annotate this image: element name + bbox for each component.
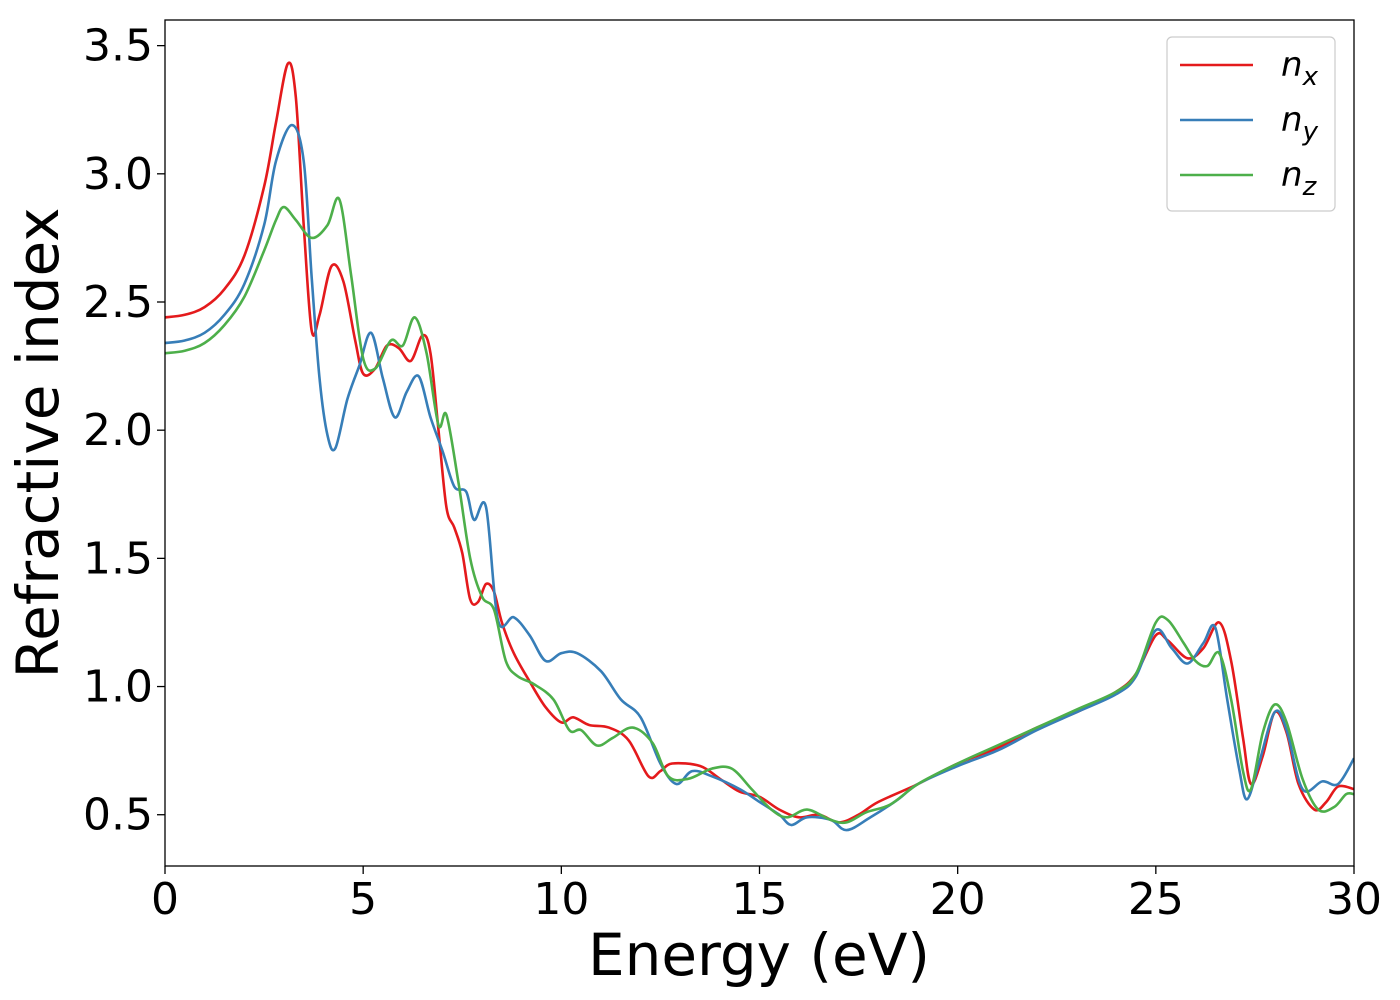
series-line-ny: [165, 123, 1354, 832]
y-tick-label: 2.5: [83, 277, 153, 328]
ticks-layer: 0 5 10 15 20 25 30 0.5 1.0 1.5 2.0 2.5 3.0 3.5: [83, 21, 1382, 925]
y-tick-label: 2.0: [83, 405, 153, 456]
legend-label-base: n: [1281, 45, 1303, 85]
y-axis-title: Refractive index: [4, 207, 72, 678]
legend-label-subscript: x: [1302, 62, 1319, 92]
x-tick-label: 20: [930, 874, 986, 925]
plot-background: [165, 20, 1354, 866]
y-tick-label: 3.0: [83, 149, 153, 200]
y-tick-label: 3.5: [83, 21, 153, 72]
legend-label-nz: nz: [1281, 155, 1318, 202]
x-tick-label: 25: [1128, 874, 1184, 925]
legend-label-base: n: [1281, 100, 1303, 140]
legend-label-base: n: [1281, 155, 1303, 195]
x-tick-label: 15: [732, 874, 788, 925]
legend-box: [1166, 36, 1336, 212]
x-axis-title: Energy (eV): [588, 921, 930, 989]
y-tick-label: 1.5: [83, 533, 153, 584]
legend-label-ny: ny: [1281, 100, 1319, 147]
x-tick-label: 5: [349, 874, 377, 925]
x-tick-label: 0: [151, 874, 179, 925]
x-tick-label: 10: [533, 874, 589, 925]
series-line-nz: [165, 196, 1354, 825]
legend-label-subscript: z: [1302, 172, 1318, 202]
series-layer: [165, 61, 1354, 832]
legend-label-nx: nx: [1281, 45, 1319, 92]
y-tick-label: 1.0: [83, 662, 153, 713]
x-tick-label: 30: [1326, 874, 1382, 925]
legend-label-subscript: y: [1302, 117, 1319, 147]
y-tick-label: 0.5: [83, 790, 153, 841]
